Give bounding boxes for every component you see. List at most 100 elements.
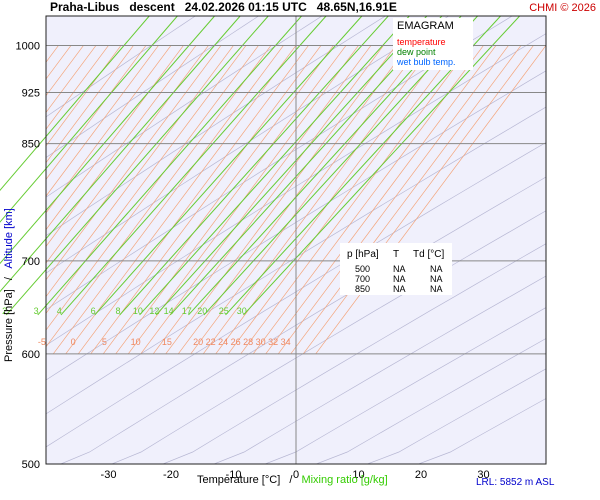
temperature-tick-30: 30 — [477, 469, 489, 481]
temperature-tick--10: -10 — [226, 469, 242, 481]
legend-dew-point: dew point — [397, 47, 436, 57]
table-row-850-td: NA — [430, 284, 443, 294]
credit-text: CHMI © 2026 — [529, 2, 596, 14]
pressure-label-850: 850 — [22, 139, 40, 151]
dry-adiabat — [81, 210, 546, 464]
legend: EMAGRAM temperature dew point wet bulb t… — [393, 18, 473, 70]
x-axis-label-mixing: Mixing ratio [g/kg] — [301, 474, 387, 486]
isotherm — [46, 45, 184, 231]
isotherm — [77, 45, 309, 355]
mixing-ratio-label-2: 2 — [2, 306, 7, 316]
mixing-ratio-line-1 — [0, 15, 215, 265]
dry-adiabat — [46, 106, 546, 415]
isotherm — [46, 45, 97, 114]
isotherm — [202, 45, 434, 355]
isotherm — [46, 45, 222, 281]
lrl-label: LRL: 5852 m ASL — [476, 477, 555, 488]
mixing-ratio-line-10 — [139, 15, 410, 316]
dry-adiabat — [46, 16, 449, 274]
mixing-ratio-label-6: 6 — [91, 306, 96, 316]
temperature-tick-0: 0 — [293, 469, 299, 481]
isotherm — [290, 45, 522, 355]
isotherm — [46, 45, 109, 130]
dry-adiabat — [46, 16, 386, 237]
mixing-ratio-line-30 — [243, 15, 521, 316]
isotherm-label-30: 30 — [256, 337, 266, 347]
isotherm — [277, 45, 509, 355]
isotherm — [65, 45, 297, 355]
isotherm — [46, 45, 122, 147]
isotherm — [102, 45, 334, 355]
y-axis-label-altitude: Altitude [km] — [3, 208, 15, 269]
isotherm — [227, 45, 459, 355]
temperature-tick-labels: -30 -20 -10 0 10 20 30 — [101, 469, 490, 481]
table-row-500-p: 500 — [355, 264, 370, 274]
dry-adiabats — [46, 16, 546, 464]
pressure-label-700: 700 — [22, 256, 40, 268]
isotherm-label-15: 15 — [162, 337, 172, 347]
table-row-700-t: NA — [393, 274, 406, 284]
legend-wet-bulb: wet bulb temp. — [396, 57, 456, 67]
table-header-p: p [hPa] — [347, 249, 379, 260]
mixing-ratio-line-4 — [60, 15, 327, 316]
isotherm-label-10: 10 — [131, 337, 141, 347]
table-header-td: Td [°C] — [413, 249, 444, 260]
dry-adiabat — [46, 176, 546, 464]
table-header-t: T — [393, 249, 399, 260]
isotherm-labels: -5 0 5 10 15 20 22 24 26 28 30 32 34 — [38, 337, 291, 347]
table-row-700-td: NA — [430, 274, 443, 284]
x-axis-label-temperature: Temperature [°C] — [197, 474, 280, 486]
isotherm — [140, 45, 372, 355]
dry-adiabat — [46, 16, 323, 198]
isotherm — [315, 45, 546, 355]
isotherms — [46, 45, 546, 355]
dry-adiabat — [46, 16, 513, 311]
x-axis-label: Temperature [°C] / Mixing ratio [g/kg] — [197, 474, 388, 486]
dry-adiabat — [284, 338, 546, 464]
table-row-850-p: 850 — [355, 284, 370, 294]
isotherm — [46, 45, 272, 348]
temperature-tick-10: 10 — [352, 469, 364, 481]
mixing-ratio-label-4: 4 — [57, 306, 62, 316]
mixing-ratio-line-2 — [5, 15, 269, 316]
isotherm — [46, 45, 134, 164]
isotherm — [46, 45, 247, 314]
mixing-ratio-line-1.4 — [0, 15, 241, 293]
mixing-ratio-line-0.4 — [0, 15, 150, 191]
isotherm — [46, 45, 197, 247]
dry-adiabat — [46, 16, 196, 118]
mixing-ratio-line-6 — [94, 15, 363, 316]
isotherm-label-34: 34 — [281, 337, 291, 347]
mixing-ratio-line-12 — [155, 15, 428, 316]
table-row-700-p: 700 — [355, 274, 370, 284]
isotherm — [165, 45, 397, 355]
table-row-850-t: NA — [393, 284, 406, 294]
mixing-ratio-line-8 — [119, 15, 389, 316]
pressure-label-925: 925 — [22, 88, 40, 100]
dry-adiabat — [335, 368, 546, 464]
y-axis-label-separator: / — [3, 276, 15, 280]
dry-adiabat — [46, 16, 259, 159]
dry-adiabat — [132, 243, 546, 464]
mixing-ratio-label-12: 12 — [149, 306, 159, 316]
mixing-ratio-label-14: 14 — [164, 306, 174, 316]
y-axis-label-pressure: Pressure [hPa] — [3, 289, 15, 362]
isotherm — [46, 45, 159, 197]
dry-adiabat — [183, 275, 546, 464]
mixing-ratio-label-25: 25 — [219, 306, 229, 316]
mixing-ratio-label-20: 20 — [197, 306, 207, 316]
pressure-label-600: 600 — [22, 349, 40, 361]
isotherm — [46, 45, 234, 298]
isotherm — [52, 45, 284, 355]
y-axis-label: Pressure [hPa] / Altitude [km] — [3, 208, 15, 362]
isotherm-label--5: -5 — [38, 337, 46, 347]
chart-title: Praha-Libus descent 24.02.2026 01:15 UTC… — [50, 0, 397, 14]
mixing-ratio-label-10: 10 — [133, 306, 143, 316]
x-axis-label-separator: / — [289, 474, 293, 486]
isotherm-label-0: 0 — [71, 337, 76, 347]
isotherm-label-20: 20 — [193, 337, 203, 347]
legend-heading: EMAGRAM — [397, 20, 454, 32]
isotherm — [46, 45, 259, 331]
isotherm — [190, 45, 422, 355]
